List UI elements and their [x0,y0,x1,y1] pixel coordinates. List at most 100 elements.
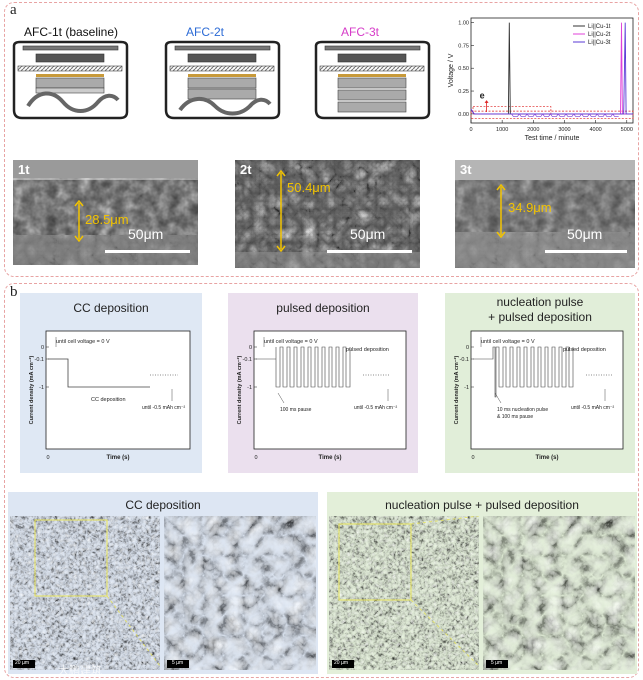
y-tick-label: -1 [247,385,252,391]
annotation-pause-arrow [494,392,502,404]
micrograph-high-mag-nucleation: 5 µm [483,516,635,670]
x-tick-label: 0 [254,455,257,461]
waveform-trace [48,358,150,388]
scale-label-3t: 50μm [567,226,603,242]
micrograph-high-mag-cc: 5 µm [164,516,316,670]
scale-bar-1t [105,250,190,253]
x-tick-label: 2000 [527,127,539,133]
scale-label-1t: 50μm [128,226,164,242]
micrograph-title-nucleation: nucleation pulse + pulsed deposition [385,498,579,512]
thickness-arrow-2t [276,170,286,252]
y-tick-label: 1.00 [458,21,469,27]
y-tick-label: 0.50 [458,66,469,72]
x-tick-label: 4000 [589,127,601,133]
watermark: 大鹏建筑 [58,665,102,677]
annotation-end: until -0.5 mAh cm⁻² [354,405,398,411]
annotation-pause-1: & 100 ms pause [497,414,533,420]
legend-label-0: Li||Cu-1t [588,24,611,30]
method-box-cc: CC deposition 0 -0.1 -1 Time (s) 0 Current de… [20,293,202,473]
x-tick-label: 0 [471,455,474,461]
micrograph-section-nucleation: nucleation pulse + pulsed deposition 20 … [327,492,637,674]
y-tick-label: 0 [41,345,44,351]
method-title-cc: CC deposition [73,301,149,315]
waveform-trace [256,346,351,388]
panel-a-letter: a [10,2,17,18]
thickness-arrow-1t [74,200,84,242]
annotation-pause-0: 10 ms nucleation pulse [497,407,548,413]
y-tick-label: -1 [39,385,44,391]
y-tick-label: 0.25 [458,89,469,95]
series-pulse-detail [511,113,619,117]
micrograph-low-mag-cc: 20 µm [10,516,160,670]
sem-cross-section-1t: 1t 28.5μm 50μm [13,160,198,265]
annotation-end: until -0.5 mAh cm⁻² [571,405,615,411]
scale-bar-2t [327,250,412,253]
sem-cross-section-3t: 3t 34.9μm 50μm [455,160,635,268]
method-box-pulsed: pulsed deposition 0 -0.1 -1 Time (s) 0 Curren… [228,293,418,473]
thickness-label-2t: 50.4μm [287,180,331,195]
waveform-plot-cc: 0 -0.1 -1 Time (s) 0 Current density (mA cm⁻²… [28,330,191,461]
y-axis-label: Voltage / V [448,53,455,87]
voltage-chart: 0.00 0.25 0.50 0.75 1.00 0 1000 2000 3000 4000 500… [448,17,634,142]
x-axis-label: Time (s) [319,455,342,461]
y-tick-label: -0.1 [460,357,469,363]
sem-tag-1t: 1t [18,162,30,177]
micrograph-low-mag-nucleation: 20 µm [329,516,479,670]
scale-bar-3t [545,250,627,253]
panel-b-frame [4,283,639,678]
scale-label-2t: 50μm [350,226,386,242]
legend-label-1: Li||Cu-2t [588,32,611,38]
x-tick-label: 5000 [621,127,633,133]
waveform-plot-pulsed: 0 -0.1 -1 Time (s) 0 Current density (mA cm⁻²… [236,330,407,461]
config-label-2t: AFC-2t [185,25,224,39]
waveform-plot-nucleation: 0 -0.1 -1 Time (s) 0 Current density (mA cm⁻²… [453,330,624,461]
thickness-label-1t: 28.5μm [85,212,129,227]
scale-label-low-cc: 20 µm [15,660,29,666]
annotation-pause-arrow [277,392,285,404]
y-tick-label: -0.1 [35,357,44,363]
y-tick-label: 0 [466,345,469,351]
annotation-ocv: until cell voltage = 0 V [481,339,535,345]
y-tick-label: -1 [464,385,469,391]
annotation-arrowhead [484,100,489,103]
waveform-plot-area [470,330,624,450]
thickness-label-3t: 34.9μm [508,200,552,215]
config-label-1t: AFC-1t (baseline) [23,25,119,39]
legend-label-2: Li||Cu-3t [588,40,611,46]
y-tick-label: 0.75 [458,43,469,49]
x-tick-label: 3000 [558,127,570,133]
cell-schematic-1t [12,40,129,120]
x-axis-label: Time (s) [536,455,559,461]
method-title-line-0: nucleation pulse [496,295,584,309]
cell-schematic-3t [314,40,431,120]
sem-cross-section-2t: 2t 50.4μm 50μm [235,160,420,268]
scale-label-high-nucleation: 5 µm [491,660,503,666]
sem-tag-2t: 2t [240,162,252,177]
method-box-nucleation: nucleation pulse + pulsed deposition 0 -0.… [445,293,635,473]
config-label-3t: AFC-3t [340,25,379,39]
micrograph-title-cc: CC deposition [125,498,201,512]
x-tick-label: 0 [469,127,472,133]
series-line-2 [470,22,633,115]
annotation-ocv: until cell voltage = 0 V [264,339,318,345]
thickness-arrow-3t [496,184,506,238]
waveform-trace [473,346,574,398]
micrograph-section-cc: CC deposition 20 µm 5 µm [8,492,318,674]
y-axis-label: Current density (mA cm⁻²) [28,355,35,424]
waveform-plot-area [253,330,407,450]
scale-label-high-cc: 5 µm [172,660,184,666]
panel-a-frame [4,2,639,277]
annotation-label: e [480,90,485,100]
x-axis-label: Test time / minute [525,135,580,142]
y-axis-label: Current density (mA cm⁻²) [453,355,460,424]
y-tick-label: 0.00 [458,112,469,118]
annotation-mode: pulsed deposition [563,347,606,353]
waveform-plot-area [45,330,191,450]
y-tick-label: -0.1 [243,357,252,363]
zoom-region-box-2 [470,110,634,119]
y-axis-label: Current density (mA cm⁻²) [236,355,243,424]
annotation-pause-0: 100 ms pause [280,407,312,413]
panel-b-letter: b [10,284,18,300]
x-tick-label: 1000 [496,127,508,133]
scale-label-low-nucleation: 20 µm [334,660,348,666]
